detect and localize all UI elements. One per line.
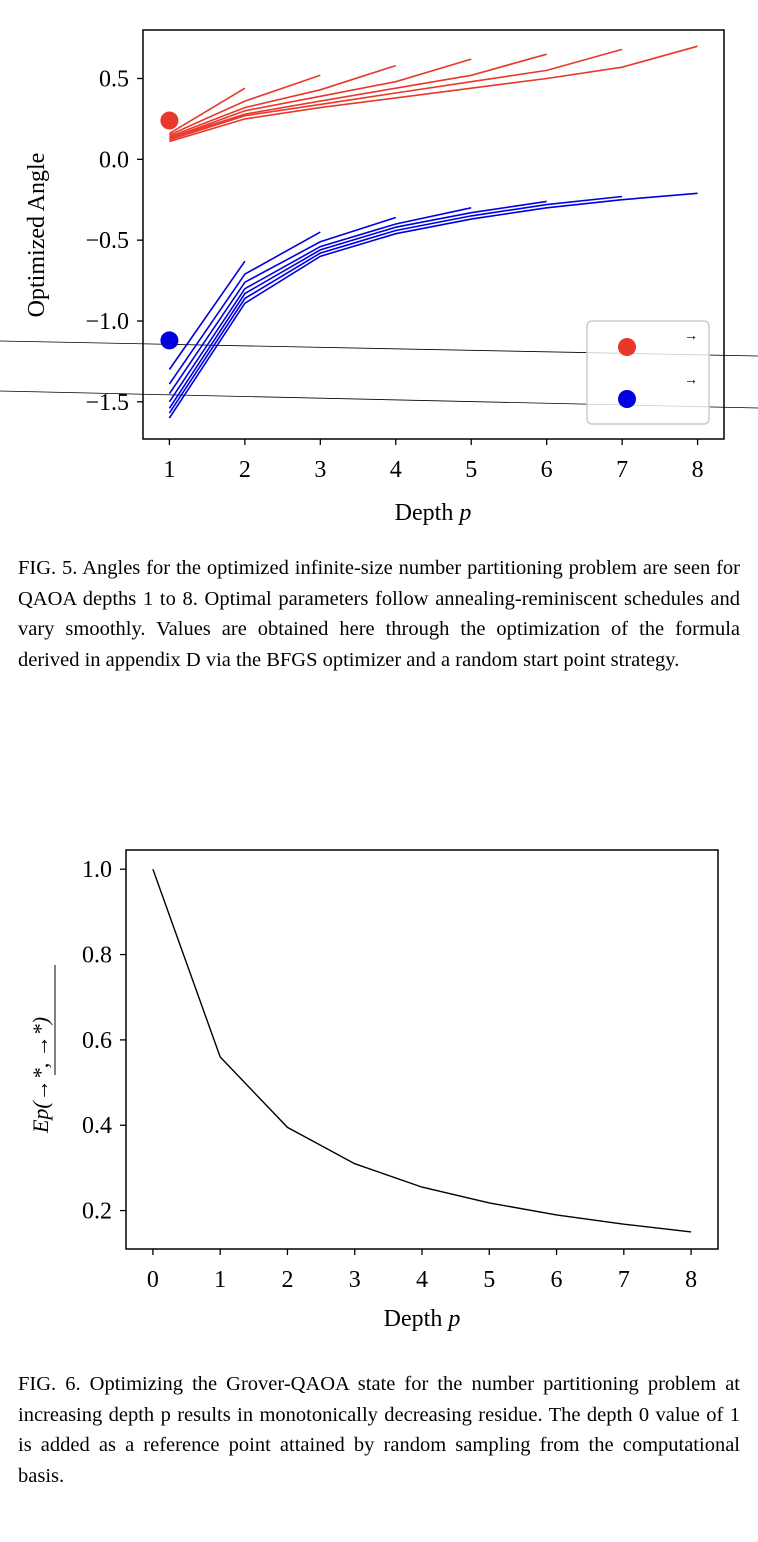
x-tick-label: 6 bbox=[541, 457, 553, 483]
red-series-5 bbox=[169, 53, 547, 140]
blue-series-5 bbox=[168, 200, 547, 409]
x-tick-label: 1 bbox=[163, 457, 175, 483]
y-axis-label-text: Ep(→*, →*) bbox=[28, 1017, 53, 1134]
y-axis-label: Ep(→*, →*) bbox=[28, 1017, 53, 1134]
marker-group bbox=[160, 111, 179, 350]
legend-blue-marker bbox=[618, 390, 636, 408]
figure-5-caption: FIG. 5. Angles for the optimized infinit… bbox=[18, 557, 740, 671]
red-series-1 bbox=[168, 87, 246, 135]
red-series-3 bbox=[169, 64, 397, 138]
blue-series-3 bbox=[168, 216, 397, 395]
x-tick-label: 7 bbox=[616, 457, 628, 483]
x-axis: 1 2 3 4 5 6 7 8 bbox=[163, 439, 704, 483]
legend-red-marker bbox=[618, 338, 636, 356]
x-tick-label: 8 bbox=[692, 457, 704, 483]
legend-entry-red: → bbox=[684, 329, 698, 344]
y-tick-label: 0.4 bbox=[82, 1113, 112, 1139]
y-tick-label: −1.5 bbox=[85, 390, 129, 416]
x-tick-label: 1 bbox=[214, 1267, 226, 1293]
red-series-2 bbox=[169, 74, 321, 136]
blue-series-2 bbox=[168, 231, 321, 385]
y-tick-label: 0.6 bbox=[82, 1028, 112, 1054]
y-tick-label: 0.2 bbox=[82, 1199, 112, 1225]
x-tick-label: 2 bbox=[281, 1267, 293, 1293]
x-tick-label: 3 bbox=[314, 457, 326, 483]
y-tick-label: 0.8 bbox=[82, 943, 112, 969]
red-series-7 bbox=[169, 45, 698, 143]
series-group bbox=[168, 45, 698, 419]
blue-marker bbox=[160, 331, 179, 350]
legend-entry-blue: → bbox=[684, 373, 698, 388]
x-tick-label: 4 bbox=[416, 1267, 428, 1293]
y-tick-label: −0.5 bbox=[85, 228, 129, 254]
x-axis-label: Depth p bbox=[395, 500, 472, 526]
x-tick-label: 2 bbox=[239, 457, 251, 483]
x-tick-label: 8 bbox=[685, 1267, 697, 1293]
blue-series-6 bbox=[168, 195, 623, 414]
y-tick-label: 0.5 bbox=[99, 66, 129, 92]
plot-frame bbox=[125, 849, 719, 1250]
y-axis-label: Optimized Angle bbox=[24, 153, 50, 318]
y-tick-label: 0.0 bbox=[99, 147, 129, 173]
x-axis-label: Depth p bbox=[384, 1306, 461, 1332]
x-tick-label: 4 bbox=[390, 457, 402, 483]
y-axis: 1.0 0.8 0.6 0.4 0.2 bbox=[82, 857, 126, 1225]
legend-box bbox=[586, 320, 710, 425]
residue-chart: 0 1 2 3 4 5 6 7 8 1.0 0.8 0.6 0.4 0.2 Depth p Ep(→*,… bbox=[28, 849, 719, 1332]
x-tick-label: 0 bbox=[147, 1267, 159, 1293]
y-tick-label: 1.0 bbox=[82, 857, 112, 883]
blue-series-1 bbox=[168, 260, 246, 370]
angle-chart: 1 2 3 4 5 6 7 8 0.5 0.0 −0.5 −1.0 −1.5 Depth p Opti… bbox=[0, 29, 758, 526]
x-axis: 0 1 2 3 4 5 6 7 8 bbox=[147, 1249, 697, 1293]
plot-frame bbox=[142, 29, 725, 440]
blue-series-4 bbox=[168, 207, 472, 403]
legend: → → bbox=[586, 320, 710, 425]
red-series-6 bbox=[169, 48, 623, 141]
blue-series-7 bbox=[168, 192, 698, 419]
figure-6-caption: FIG. 6. Optimizing the Grover-QAOA state… bbox=[18, 1373, 740, 1487]
x-tick-label: 6 bbox=[551, 1267, 563, 1293]
x-tick-label: 5 bbox=[465, 457, 477, 483]
y-axis: 0.5 0.0 −0.5 −1.0 −1.5 bbox=[85, 66, 143, 416]
red-marker bbox=[160, 111, 179, 130]
red-series-4 bbox=[169, 58, 472, 140]
series-group bbox=[152, 868, 692, 1233]
y-tick-label: −1.0 bbox=[85, 309, 129, 335]
x-tick-label: 5 bbox=[483, 1267, 495, 1293]
x-tick-label: 7 bbox=[618, 1267, 630, 1293]
x-tick-label: 3 bbox=[349, 1267, 361, 1293]
residue-series bbox=[152, 868, 692, 1233]
